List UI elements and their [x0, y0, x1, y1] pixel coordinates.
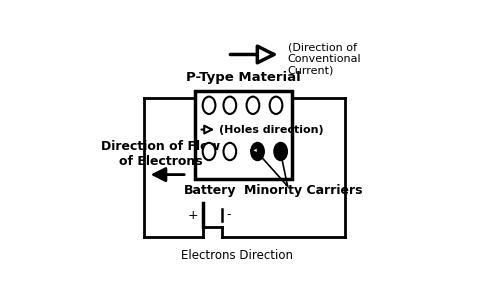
- Text: -: -: [226, 208, 230, 221]
- Ellipse shape: [274, 143, 287, 160]
- Ellipse shape: [270, 97, 282, 114]
- Ellipse shape: [224, 97, 236, 114]
- Bar: [195, 92, 292, 179]
- Text: Electrons Direction: Electrons Direction: [181, 249, 293, 262]
- Ellipse shape: [203, 97, 216, 114]
- Text: Battery: Battery: [184, 184, 237, 197]
- Text: (Direction of
Conventional
Current): (Direction of Conventional Current): [288, 43, 361, 76]
- Ellipse shape: [224, 143, 236, 160]
- Text: Minority Carriers: Minority Carriers: [244, 184, 363, 197]
- Ellipse shape: [247, 97, 259, 114]
- Text: Direction of Flow
of Electrons: Direction of Flow of Electrons: [101, 140, 220, 168]
- Ellipse shape: [251, 143, 264, 160]
- Ellipse shape: [203, 143, 216, 160]
- Text: P-Type Material: P-Type Material: [186, 71, 301, 84]
- Text: (Holes direction): (Holes direction): [219, 124, 324, 135]
- Text: +: +: [188, 208, 198, 221]
